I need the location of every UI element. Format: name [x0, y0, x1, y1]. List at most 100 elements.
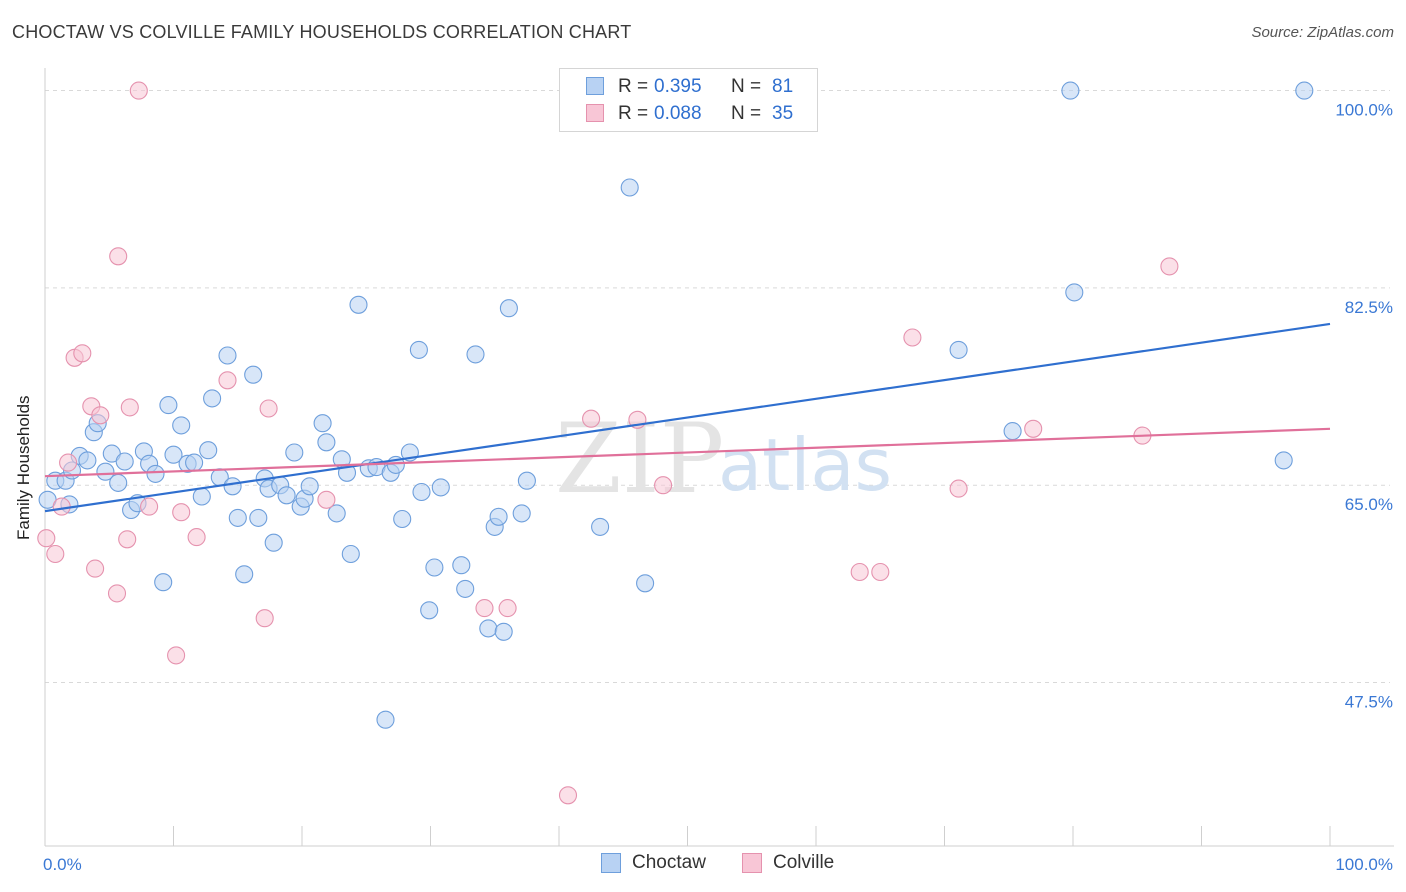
colville-point: [46, 544, 65, 564]
legend-n-label: N =: [731, 103, 762, 124]
choctaw-point: [636, 574, 655, 593]
choctaw-point: [1061, 81, 1080, 100]
choctaw-point: [620, 178, 639, 197]
x-tick-label-max: 100.0%: [1335, 855, 1393, 874]
y-tick-label: 100.0%: [1335, 101, 1393, 120]
y-tick-label: 47.5%: [1345, 693, 1393, 712]
choctaw-point: [489, 507, 508, 526]
choctaw-point: [591, 517, 610, 536]
legend-r-value-choctaw: 0.395: [654, 76, 702, 97]
x-tick-label-min: 0.0%: [43, 855, 82, 874]
colville-point: [558, 786, 578, 805]
points-layer: [37, 81, 1314, 805]
bottom-legend-swatch-choctaw: [601, 853, 621, 873]
stats-legend: R = 0.395 N = 81 R = 0.088 N = 35: [559, 68, 818, 132]
choctaw-point: [244, 365, 263, 384]
choctaw-point: [512, 504, 531, 523]
colville-point: [59, 453, 78, 472]
colville-point: [903, 328, 922, 347]
choctaw-point: [420, 601, 439, 620]
y-tick-label: 82.5%: [1345, 298, 1393, 317]
choctaw-point: [494, 622, 513, 641]
legend-n-value-choctaw: 81: [772, 76, 794, 97]
choctaw-point: [96, 462, 115, 481]
choctaw-point: [349, 295, 368, 314]
colville-point: [37, 529, 56, 548]
choctaw-point: [317, 433, 336, 452]
bottom-legend-label-colville: Colville: [773, 852, 835, 873]
choctaw-point: [431, 478, 450, 497]
choctaw-point: [1065, 283, 1084, 302]
bottom-legend-label-choctaw: Choctaw: [632, 852, 706, 873]
colville-point: [120, 398, 139, 417]
colville-point: [498, 599, 517, 618]
choctaw-point: [146, 464, 165, 483]
watermark: ZIP atlas: [555, 403, 892, 515]
colville-point: [582, 409, 601, 428]
choctaw-point: [499, 299, 518, 318]
colville-point: [187, 528, 206, 547]
legend-n-label: N =: [731, 76, 762, 97]
choctaw-point: [412, 482, 431, 502]
colville-point: [91, 406, 110, 425]
legend-swatch-choctaw: [586, 77, 604, 95]
choctaw-point: [223, 477, 242, 496]
grid-layer: [45, 90, 1390, 684]
source-label: Source: ZipAtlas.com: [1251, 24, 1394, 41]
colville-point: [317, 490, 336, 509]
legend-swatch-colville: [586, 104, 604, 122]
colville-trend-line: [44, 427, 1331, 478]
choctaw-point: [376, 710, 395, 729]
choctaw-point: [203, 389, 222, 408]
choctaw-point: [249, 508, 268, 527]
choctaw-point: [452, 556, 471, 575]
watermark-atlas: atlas: [718, 423, 892, 507]
choctaw-point: [228, 508, 247, 527]
colville-point: [218, 371, 237, 390]
choctaw-point: [341, 544, 360, 564]
colville-point: [1024, 419, 1043, 438]
colville-point: [255, 609, 274, 628]
bottom-legend-swatch-colville: [742, 853, 762, 873]
choctaw-point: [425, 558, 444, 577]
choctaw-point: [1295, 81, 1314, 100]
choctaw-point: [192, 487, 211, 506]
colville-point: [167, 646, 186, 665]
choctaw-point: [393, 509, 412, 529]
choctaw-point: [949, 340, 968, 359]
colville-point: [871, 562, 890, 582]
choctaw-point: [199, 441, 218, 460]
choctaw-point: [154, 573, 173, 592]
colville-point: [86, 559, 105, 578]
choctaw-point: [164, 445, 183, 464]
colville-point: [949, 479, 968, 498]
choctaw-point: [517, 471, 536, 490]
choctaw-point: [218, 346, 237, 365]
choctaw-point: [78, 451, 97, 470]
choctaw-point: [235, 565, 254, 584]
colville-point: [52, 497, 71, 516]
choctaw-point: [109, 473, 128, 492]
chart-title: CHOCTAW VS COLVILLE FAMILY HOUSEHOLDS CO…: [12, 22, 632, 42]
choctaw-point: [456, 579, 475, 598]
choctaw-point: [264, 533, 283, 552]
colville-point: [654, 476, 673, 495]
colville-point: [109, 247, 128, 266]
legend-r-label: R =: [618, 76, 649, 97]
legend-n-value-colville: 35: [772, 103, 794, 124]
choctaw-point: [479, 619, 498, 638]
choctaw-point: [300, 477, 319, 496]
colville-point: [140, 497, 159, 516]
choctaw-trend-line: [44, 322, 1331, 513]
choctaw-point: [159, 396, 178, 415]
y-axis-label: Family Households: [14, 395, 33, 540]
choctaw-point: [115, 452, 134, 471]
choctaw-point: [172, 416, 191, 435]
axis-layer: [44, 68, 1394, 847]
colville-point: [259, 399, 278, 418]
legend-r-label: R =: [618, 103, 649, 124]
colville-point: [1160, 257, 1179, 276]
choctaw-point: [1274, 451, 1293, 470]
y-tick-label: 65.0%: [1345, 495, 1393, 514]
